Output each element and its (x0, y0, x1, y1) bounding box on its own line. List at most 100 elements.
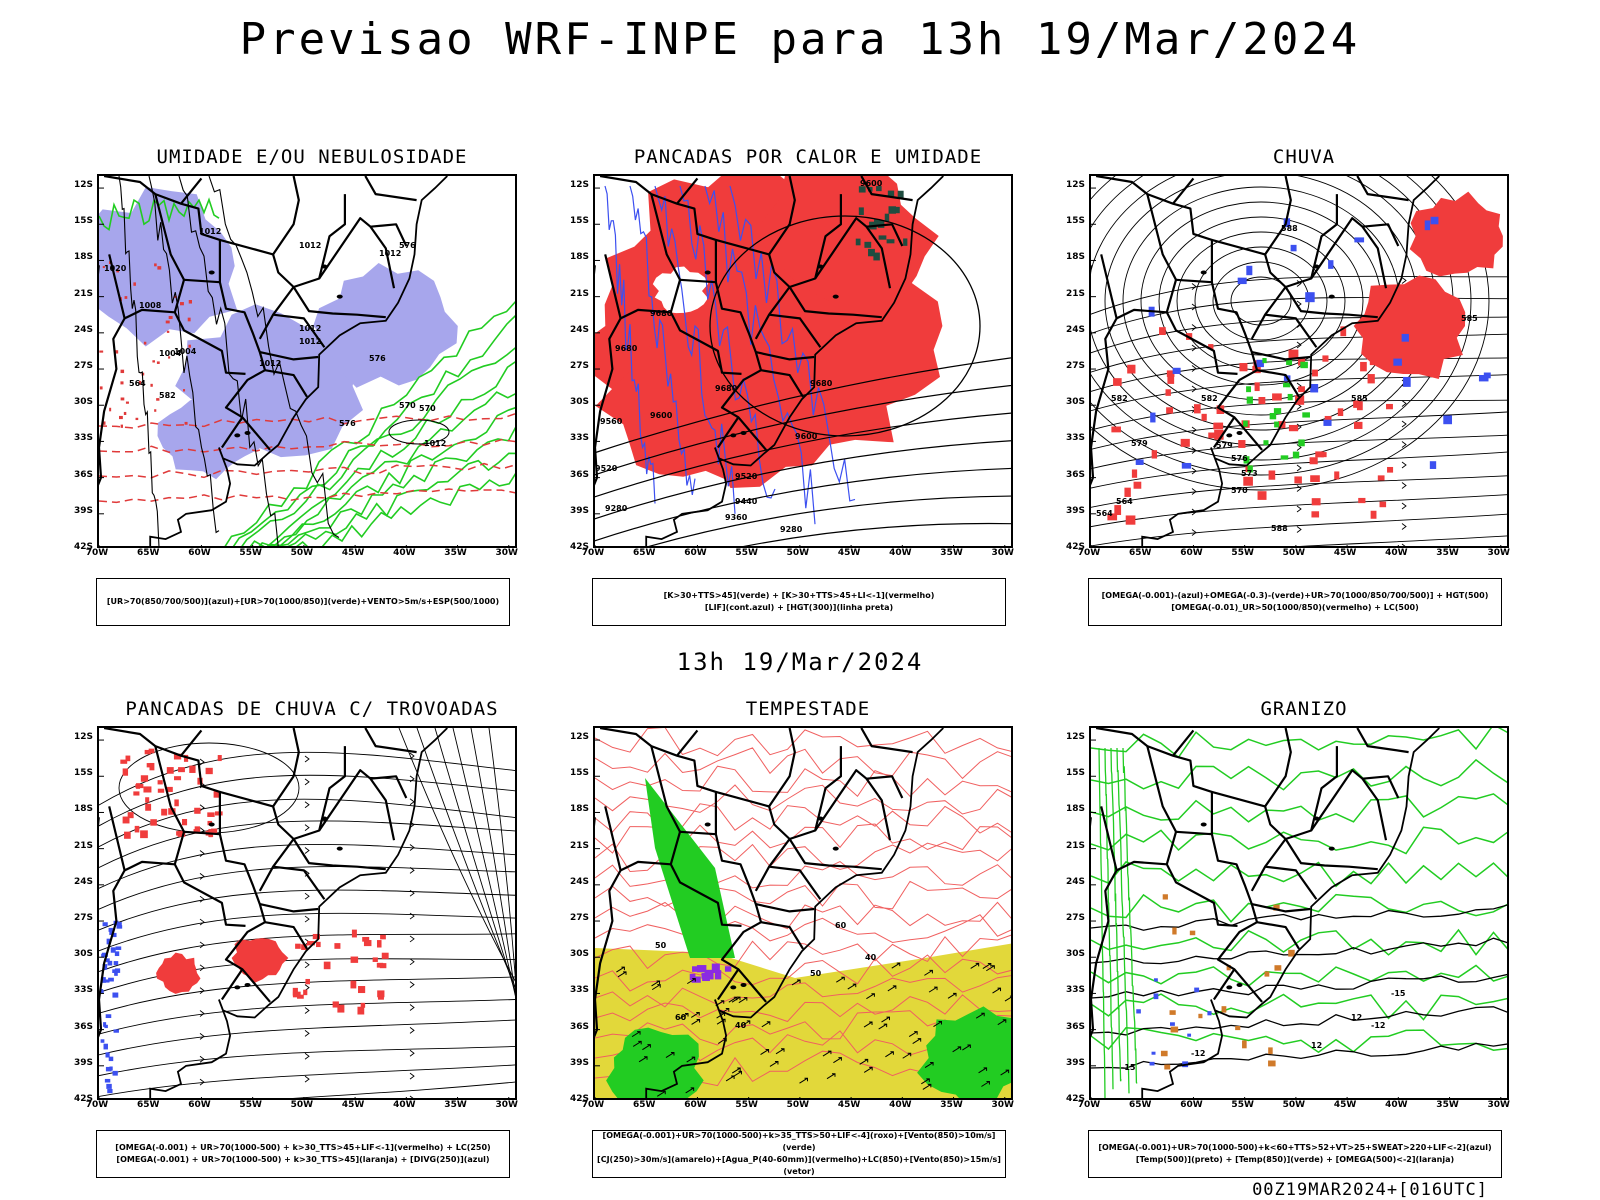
thunder-area-red (156, 952, 201, 994)
precipitable-water-contour (595, 1010, 1011, 1046)
longitude-tick-label: 30W (1487, 548, 1510, 558)
thunder-area-red (133, 791, 140, 796)
contour-label: 576 (1231, 454, 1248, 463)
thunder-area-red (174, 799, 179, 807)
omega-area-green (1246, 386, 1252, 393)
axis-ticks (1091, 739, 1502, 1098)
contour-label: 570 (399, 401, 416, 410)
lake-icon (244, 430, 251, 435)
latitude-tick-label: 27S (569, 361, 589, 372)
divergence-area-blue (112, 932, 117, 938)
coastline-and-borders (99, 728, 448, 1098)
geopotential-contour (595, 467, 1011, 542)
latitude-tick-label: 24S (569, 876, 589, 887)
precipitable-water-contour (595, 994, 1011, 1023)
thickness-contour-red (143, 341, 147, 345)
flow-arrow-icon (304, 1075, 310, 1083)
k-index-area-green (873, 252, 880, 261)
latitude-axis: 12S 15S 18S 21S 24S 27S 30S 33S 36S 39S 42S (1054, 726, 1087, 1104)
wind-vector-icon (760, 1049, 770, 1055)
wind-vector-icon (632, 1040, 642, 1047)
wind-vector-icon (617, 971, 627, 978)
longitude-tick-label: 35W (444, 1100, 467, 1110)
flow-arrow-icon (199, 964, 205, 972)
legend-line-2: [CJ(250)>30m/s](amarelo)+[Agua_P(40-60mm… (597, 1155, 1001, 1176)
contour-label: 576 (339, 419, 356, 428)
divergence-area-blue (105, 1052, 110, 1058)
flow-arrow-icon (199, 1033, 205, 1040)
border-line (1361, 226, 1388, 289)
contour-label: 9440 (735, 497, 758, 506)
k-index-area-green (887, 190, 895, 197)
contour-label: 564 (1096, 509, 1113, 518)
rain-area-red (1107, 513, 1118, 521)
streamline (1091, 374, 1507, 412)
lake-icon (244, 982, 251, 987)
panel-granizo: GRANIZO 12S 15S 18S 21S 24S 27S 30S 33S 36S 39S 42… (1054, 698, 1554, 1178)
thunder-area-red (173, 753, 182, 760)
rain-area-red (1272, 393, 1282, 401)
contour-label: 50 (655, 941, 667, 950)
omega-area-green (1243, 456, 1250, 464)
latitude-tick-label: 12S (1065, 732, 1085, 743)
wind-vector-icon (878, 1023, 888, 1030)
latitude-tick-label: 21S (73, 840, 93, 851)
contour-label: 9680 (810, 379, 833, 388)
wind-vector-icon (822, 1050, 832, 1057)
thunder-area-red (205, 767, 213, 775)
border-line (650, 745, 681, 833)
wind-vector-icon (921, 1078, 930, 1085)
map-canvas: 60 50 50 40 40 60 (595, 728, 1011, 1098)
flow-arrow-icon (1191, 385, 1197, 393)
precipitable-water-contour (595, 934, 1011, 970)
thunder-area-red (161, 808, 168, 816)
omega-area-green (1286, 359, 1293, 366)
omega-area-orange (1164, 1064, 1171, 1070)
flow-arrow-icon (1296, 280, 1302, 287)
flow-arrow-icon (304, 755, 310, 763)
rain-area-red (1311, 498, 1321, 506)
divergence-area-blue (99, 989, 104, 993)
wind-vector-icon (997, 1019, 1007, 1026)
contour-label: 582 (159, 391, 176, 400)
lake-icon (321, 816, 328, 821)
rain-area-red (1340, 326, 1347, 337)
axis-ticks (99, 187, 510, 546)
latitude-tick-label: 15S (73, 768, 93, 779)
thickness-contour-red (138, 380, 142, 385)
streamline (99, 844, 515, 889)
thickness-contour-red (99, 413, 515, 429)
lake-icon (740, 982, 747, 987)
panel-title: CHUVA (1272, 146, 1336, 168)
omega-area-orange (1273, 904, 1280, 911)
wind-vector-icon (826, 1073, 836, 1080)
streamline (99, 999, 515, 1035)
contour-label: 9680 (715, 384, 738, 393)
latitude-tick-label: 18S (1065, 252, 1085, 263)
contour-label: 9280 (780, 525, 803, 534)
latitude-tick-label: 36S (569, 469, 589, 480)
flow-arrow-icon (304, 915, 310, 923)
wind-area-green (606, 1027, 704, 1098)
thickness-contour-red (120, 424, 123, 428)
latitude-tick-label: 36S (569, 1021, 589, 1032)
latitude-tick-label: 12S (73, 180, 93, 191)
latitude-axis: 12S 15S 18S 21S 24S 27S 30S 33S 36S 39S 42S (558, 174, 591, 552)
lake-icon (730, 433, 737, 438)
longitude-tick-label: 55W (735, 548, 758, 558)
thunder-area-red (150, 819, 157, 826)
border-line (318, 217, 408, 280)
flow-arrow-icon (409, 844, 415, 851)
flow-arrow-icon (1296, 526, 1302, 533)
omega-area-orange (1198, 1013, 1203, 1019)
temp500-contour-black (1091, 1042, 1507, 1069)
latitude-tick-label: 30S (73, 949, 93, 960)
wind-vector-icon (741, 1020, 751, 1027)
contour-label: -15 (1391, 989, 1406, 998)
wind-area-green (645, 778, 735, 958)
longitude-tick-label: 70W (85, 1100, 109, 1110)
border-line (103, 728, 271, 1003)
latitude-tick-label: 42S (569, 542, 589, 552)
flow-arrow-icon (304, 892, 310, 900)
longitude-tick-label: 35W (940, 1100, 963, 1110)
